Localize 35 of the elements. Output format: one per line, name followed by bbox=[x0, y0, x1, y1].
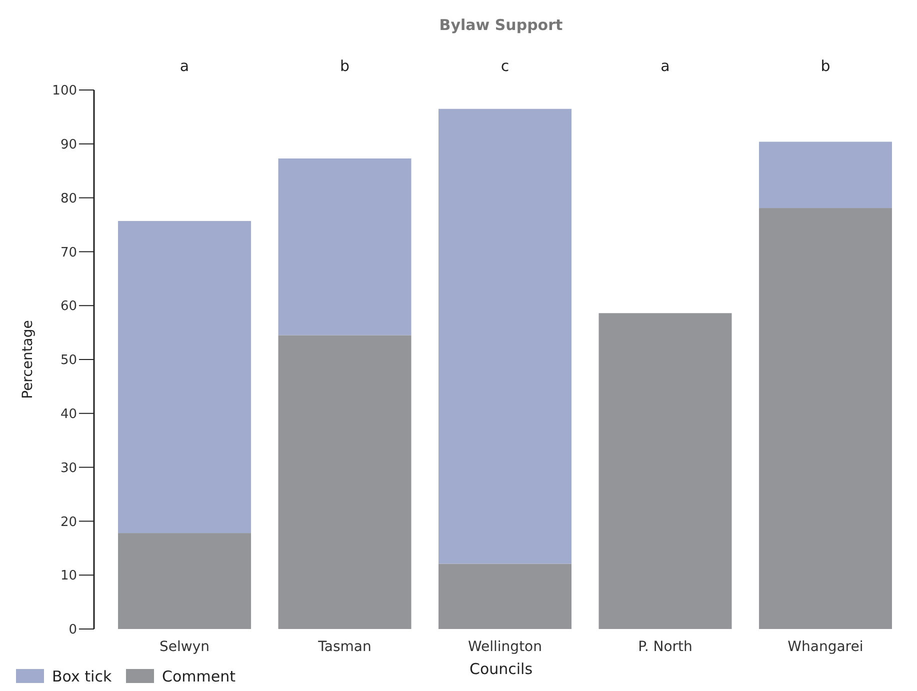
y-tick-label: 0 bbox=[68, 622, 77, 638]
y-tick-label: 90 bbox=[60, 137, 77, 152]
x-axis-title: Councils bbox=[469, 660, 533, 678]
y-tick-label: 50 bbox=[60, 353, 77, 368]
text: b bbox=[820, 57, 830, 75]
bar bbox=[758, 208, 892, 629]
legend-label: Box tick bbox=[52, 667, 112, 686]
bar bbox=[118, 220, 252, 534]
bar bbox=[278, 158, 412, 336]
y-tick-label: 40 bbox=[60, 406, 77, 422]
bar bbox=[438, 564, 572, 629]
bar bbox=[438, 108, 572, 564]
y-tick-label: 10 bbox=[60, 568, 77, 584]
text: a bbox=[660, 57, 670, 75]
text: b bbox=[340, 57, 350, 75]
bar bbox=[758, 142, 892, 208]
bar bbox=[118, 533, 252, 629]
bar bbox=[278, 335, 412, 629]
bar bbox=[598, 313, 732, 629]
text: c bbox=[500, 57, 510, 75]
y-axis-title: Percentage bbox=[20, 320, 36, 399]
x-tick-label: Tasman bbox=[317, 639, 372, 655]
x-tick-label: Whangarei bbox=[788, 639, 864, 655]
text: a bbox=[180, 57, 190, 75]
legend-label: Comment bbox=[162, 667, 236, 686]
x-tick-label: P. North bbox=[638, 639, 692, 655]
y-tick-label: 70 bbox=[60, 245, 77, 260]
x-tick-label: Selwyn bbox=[160, 639, 210, 655]
chart-title: Bylaw Support bbox=[439, 16, 563, 34]
y-tick-label: 60 bbox=[60, 299, 77, 314]
y-tick-label: 100 bbox=[52, 84, 77, 99]
y-tick-label: 80 bbox=[60, 191, 77, 206]
y-tick-label: 30 bbox=[60, 460, 77, 476]
y-tick-label: 20 bbox=[60, 514, 77, 530]
x-tick-label: Wellington bbox=[468, 639, 542, 655]
